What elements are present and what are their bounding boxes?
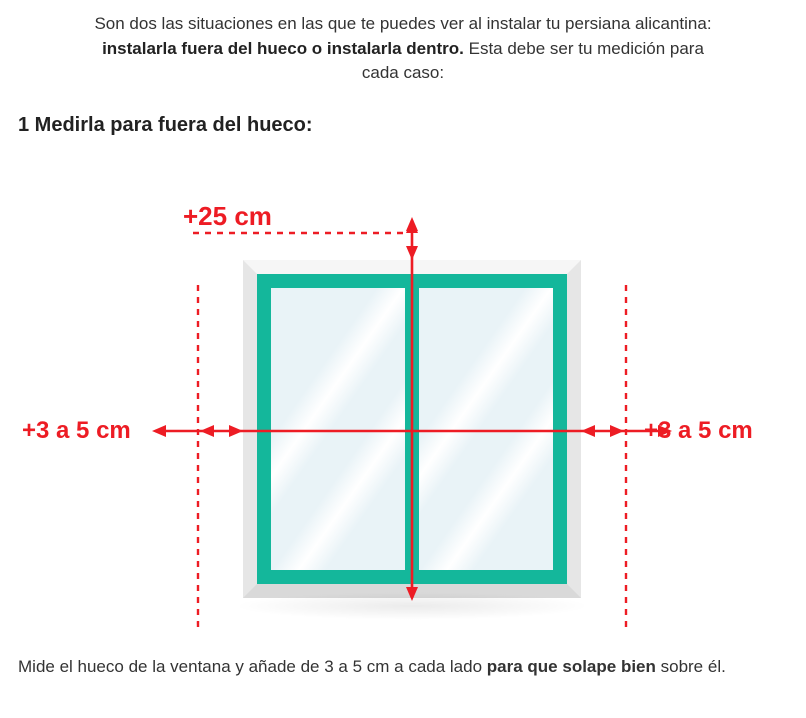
window-outer-bevel bbox=[243, 260, 581, 598]
intro-bold: instalarla fuera del hueco o instalarla … bbox=[102, 39, 464, 58]
bottom-bold: para que solape bien bbox=[487, 657, 656, 676]
pane-left bbox=[271, 288, 412, 570]
pane-row bbox=[271, 288, 553, 570]
label-top: +25 cm bbox=[183, 201, 272, 232]
window-frame bbox=[257, 274, 567, 584]
pane-right bbox=[412, 288, 553, 570]
intro-paragraph: Son dos las situaciones en las que te pu… bbox=[18, 12, 788, 86]
bottom-tail: sobre él. bbox=[656, 657, 726, 676]
intro-line1: Son dos las situaciones en las que te pu… bbox=[94, 14, 711, 33]
bottom-paragraph: Mide el hueco de la ventana y añade de 3… bbox=[18, 655, 788, 680]
section-title: 1 Medirla para fuera del hueco: bbox=[18, 114, 788, 137]
label-right: +3 a 5 cm bbox=[644, 417, 753, 445]
measurement-diagram: +25 cm +3 a 5 cm +3 a 5 cm bbox=[18, 165, 788, 635]
bottom-pre: Mide el hueco de la ventana y añade de 3… bbox=[18, 657, 487, 676]
label-left: +3 a 5 cm bbox=[22, 417, 131, 445]
intro-line2-tail: Esta debe ser tu medición para bbox=[464, 39, 704, 58]
intro-line3: cada caso: bbox=[362, 63, 444, 82]
